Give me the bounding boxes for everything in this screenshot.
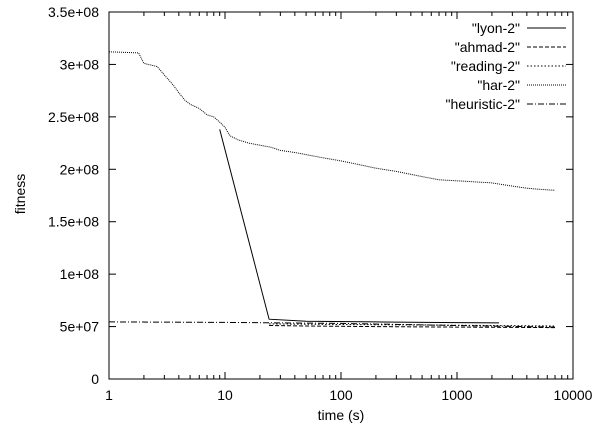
y-tick-label: 1.5e+08 (48, 214, 99, 230)
legend: "lyon-2" "ahmad-2" "reading-2" "har-2" "heur… (445, 20, 566, 112)
y-tick-label: 3e+08 (60, 56, 100, 72)
y-tick-label: 2.5e+08 (48, 109, 99, 125)
y-tick-label: 5e+07 (60, 319, 100, 335)
y-axis-ticks: 0 5e+07 1e+08 1.5e+08 2e+08 2.5e+08 3e+08 3.5e+… (48, 4, 573, 387)
x-axis-ticks: 1 10 100 1000 10000 (105, 12, 593, 403)
x-tick-label: 10000 (554, 387, 593, 403)
y-tick-label: 1e+08 (60, 266, 100, 282)
legend-label: "har-2" (477, 77, 520, 93)
x-tick-label: 10 (217, 387, 233, 403)
x-tick-label: 1 (105, 387, 113, 403)
series-layer (108, 51, 556, 329)
x-tick-label: 1000 (441, 387, 472, 403)
legend-label: "ahmad-2" (455, 39, 520, 55)
series-line-5 (108, 321, 556, 328)
y-axis-title: fitness (12, 174, 28, 214)
x-axis-title: time (s) (318, 407, 365, 423)
x-tick-label: 100 (329, 387, 353, 403)
y-tick-label: 3.5e+08 (48, 4, 99, 20)
legend-label: "lyon-2" (472, 20, 520, 36)
series-line-1 (219, 129, 500, 324)
legend-label: "reading-2" (451, 58, 520, 74)
y-tick-label: 0 (91, 371, 99, 387)
series-line-2 (269, 325, 556, 329)
legend-label: "heuristic-2" (445, 96, 520, 112)
y-tick-label: 2e+08 (60, 161, 100, 177)
